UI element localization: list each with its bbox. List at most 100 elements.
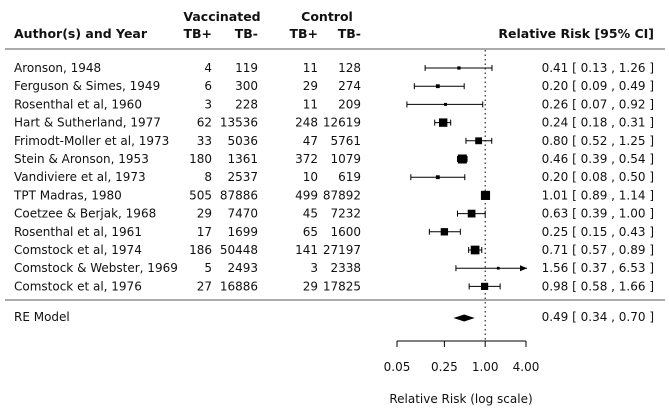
point-estimate	[470, 245, 480, 255]
vacc-tbpos: 29	[197, 207, 212, 221]
x-axis-ticks: 0.05 0.25 1.00 4.00	[384, 341, 540, 374]
study-name: Hart & Sutherland, 1977	[14, 116, 161, 130]
study-row: Vandiviere et al, 1973 8 2537 10 619 0.20 [ 0…	[14, 170, 654, 184]
vacc-tbpos: 62	[197, 116, 212, 130]
x-tick-label: 4.00	[513, 360, 540, 374]
vacc-tbpos: 6	[204, 79, 212, 93]
vacc-tbpos: 5	[204, 261, 212, 275]
point-estimate	[435, 175, 440, 180]
study-name: Rosenthal et al, 1961	[14, 225, 142, 239]
study-name: Aronson, 1948	[14, 61, 101, 75]
point-estimate	[480, 190, 491, 200]
summary-diamond	[453, 314, 475, 322]
point-estimate	[444, 102, 448, 106]
study-row: Rosenthal et al, 1960 3 228 11 209 0.26 [ 0.0…	[14, 97, 654, 111]
study-name: Comstock et al, 1976	[14, 279, 142, 293]
point-estimate	[475, 137, 483, 145]
vacc-tbneg: 50448	[220, 243, 258, 257]
ctrl-tbneg: 87892	[323, 188, 361, 202]
point-estimate	[496, 266, 500, 270]
ci-text: 0.24 [ 0.18 , 0.31 ]	[542, 116, 654, 130]
ci-text: 0.20 [ 0.09 , 0.49 ]	[542, 79, 654, 93]
ci-text: 0.80 [ 0.52 , 1.25 ]	[542, 134, 654, 148]
study-row: Aronson, 1948 4 119 11 128 0.41 [ 0.13 , 1.26…	[14, 61, 654, 75]
study-row: Comstock et al, 1974 186 50448 141 27197 0.71…	[14, 243, 654, 257]
summary-ci-text: 0.49 [ 0.34 , 0.70 ]	[542, 310, 654, 324]
vacc-tbneg: 16886	[220, 279, 258, 293]
header-ctrl-tbneg: TB-	[338, 26, 361, 41]
ctrl-tbneg: 5761	[330, 134, 361, 148]
ctrl-tbneg: 1600	[330, 225, 361, 239]
ctrl-tbneg: 1079	[330, 152, 361, 166]
ctrl-tbpos: 65	[303, 225, 318, 239]
vacc-tbpos: 505	[189, 188, 212, 202]
vacc-tbpos: 3	[204, 97, 212, 111]
study-row: Hart & Sutherland, 1977 62 13536 248 12619 0.…	[14, 116, 654, 130]
study-name: Stein & Aronson, 1953	[14, 152, 149, 166]
ci-text: 0.25 [ 0.15 , 0.43 ]	[542, 225, 654, 239]
x-axis-title: Relative Risk (log scale)	[389, 392, 532, 406]
ctrl-tbneg: 27197	[323, 243, 361, 257]
point-estimate	[435, 84, 440, 89]
ctrl-tbpos: 499	[295, 188, 318, 202]
study-row: Ferguson & Simes, 1949 6 300 29 274 0.20 [ 0.…	[14, 79, 654, 93]
ci-text: 0.46 [ 0.39 , 0.54 ]	[542, 152, 654, 166]
vacc-tbpos: 186	[189, 243, 212, 257]
ci-arrow	[520, 265, 527, 272]
vacc-tbneg: 5036	[227, 134, 258, 148]
ci-text: 0.26 [ 0.07 , 0.92 ]	[542, 97, 654, 111]
ctrl-tbpos: 29	[303, 279, 318, 293]
vacc-tbpos: 4	[204, 61, 212, 75]
vacc-tbpos: 8	[204, 170, 212, 184]
ctrl-tbneg: 17825	[323, 279, 361, 293]
vacc-tbneg: 119	[235, 61, 258, 75]
ctrl-tbpos: 11	[303, 97, 318, 111]
ci-text: 1.01 [ 0.89 , 1.14 ]	[542, 188, 654, 202]
ctrl-tbneg: 274	[338, 79, 361, 93]
vacc-tbneg: 300	[235, 79, 258, 93]
header-control: Control	[301, 9, 353, 24]
ctrl-tbneg: 7232	[330, 207, 361, 221]
ctrl-tbpos: 3	[310, 261, 318, 275]
vacc-tbneg: 1699	[227, 225, 258, 239]
vacc-tbneg: 1361	[227, 152, 258, 166]
study-name: Vandiviere et al, 1973	[14, 170, 146, 184]
ctrl-tbpos: 29	[303, 79, 318, 93]
point-estimate	[457, 66, 461, 70]
study-row: Comstock et al, 1976 27 16886 29 17825 0.98 […	[14, 279, 654, 293]
ctrl-tbpos: 248	[295, 116, 318, 130]
study-name: Coetzee & Berjak, 1968	[14, 207, 156, 221]
study-row: Rosenthal et al, 1961 17 1699 65 1600 0.25 [ …	[14, 225, 654, 239]
study-row: Coetzee & Berjak, 1968 29 7470 45 7232 0.63 […	[14, 207, 654, 221]
ctrl-tbpos: 45	[303, 207, 318, 221]
summary-label: RE Model	[14, 310, 70, 324]
study-rows: Aronson, 1948 4 119 11 128 0.41 [ 0.13 , 1.26…	[13, 61, 654, 293]
study-name: TPT Madras, 1980	[13, 188, 122, 202]
vacc-tbpos: 33	[197, 134, 212, 148]
study-name: Comstock et al, 1974	[14, 243, 142, 257]
vacc-tbneg: 2537	[227, 170, 258, 184]
ci-text: 0.20 [ 0.08 , 0.50 ]	[542, 170, 654, 184]
ctrl-tbpos: 141	[295, 243, 318, 257]
study-name: Ferguson & Simes, 1949	[14, 79, 160, 93]
vacc-tbneg: 228	[235, 97, 258, 111]
vacc-tbneg: 7470	[227, 207, 258, 221]
ctrl-tbpos: 10	[303, 170, 318, 184]
header-study: Author(s) and Year	[14, 26, 148, 41]
ci-text: 1.56 [ 0.37 , 6.53 ]	[542, 261, 654, 275]
point-estimate	[480, 282, 489, 290]
study-row: Comstock & Webster, 1969 5 2493 3 2338 1.56 […	[14, 261, 654, 275]
point-estimate	[467, 209, 476, 218]
vacc-tbneg: 87886	[220, 188, 258, 202]
ci-text: 0.41 [ 0.13 , 1.26 ]	[542, 61, 654, 75]
header-vacc-tbpos: TB+	[183, 26, 212, 41]
ctrl-tbneg: 128	[338, 61, 361, 75]
vacc-tbpos: 27	[197, 279, 212, 293]
ci-text: 0.98 [ 0.58 , 1.66 ]	[542, 279, 654, 293]
ctrl-tbneg: 12619	[323, 116, 361, 130]
x-tick-label: 0.05	[384, 360, 411, 374]
ctrl-tbneg: 619	[338, 170, 361, 184]
study-name: Rosenthal et al, 1960	[14, 97, 142, 111]
study-row: Stein & Aronson, 1953 180 1361 372 1079 0.46 …	[14, 152, 654, 166]
